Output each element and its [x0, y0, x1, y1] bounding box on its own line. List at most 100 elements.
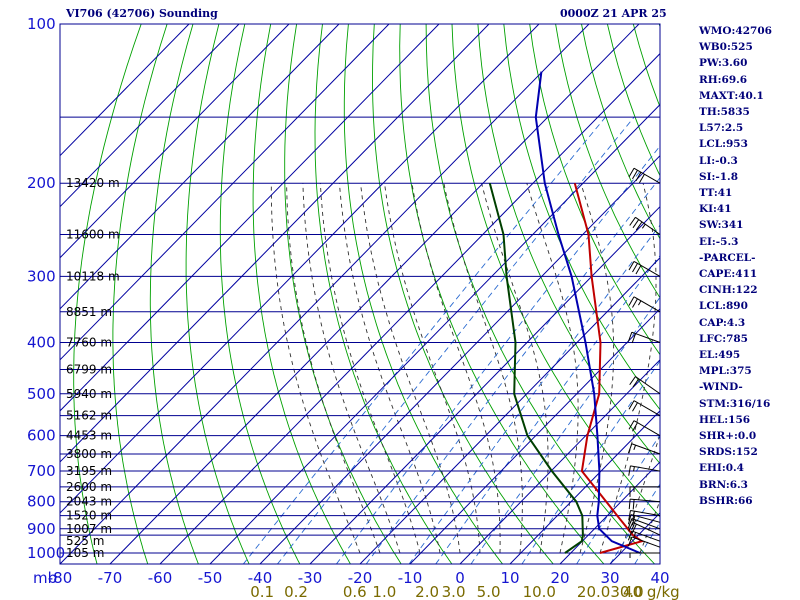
index-item: EI:-5.3 — [699, 235, 739, 248]
unit-label: mb — [33, 569, 57, 587]
stability-indices: WMO:42706 WB0:525 PW:3.60 RH:69.6 MAXT:40.1 T… — [699, 23, 772, 509]
index-item: SW:341 — [699, 219, 744, 232]
temperature-tick-label: -50 — [198, 569, 223, 587]
moist-adiabat-line — [319, 183, 421, 554]
temperature-tick-label: -10 — [398, 569, 423, 587]
wind-barb-flag — [632, 263, 638, 273]
wind-barb — [627, 443, 661, 455]
isotherm-line — [209, 103, 660, 564]
moist-adiabat-line — [384, 183, 481, 554]
wind-barb — [627, 518, 661, 530]
index-item: CINH:122 — [699, 284, 758, 297]
wind-barb-staff — [631, 518, 661, 530]
temperature-tick-label: -80 — [48, 569, 73, 587]
chart-title: VI706 (42706) Sounding — [66, 7, 218, 20]
mixing-ratio-label: 5.0 — [477, 583, 501, 600]
wind-barb-flag — [631, 523, 637, 534]
isotherm-line — [509, 410, 660, 564]
pressure-tick-label: 200 — [27, 174, 56, 192]
wind-barb-flag — [628, 522, 634, 532]
isotherm-line — [60, 24, 290, 259]
isotherm-line — [60, 24, 440, 412]
wind-barb-half-flag — [641, 223, 646, 229]
index-item: RH:69.6 — [699, 73, 748, 86]
temperature-tick-label: 20 — [550, 569, 569, 587]
wind-barb-flag — [629, 217, 636, 226]
wind-barb-flag — [632, 422, 638, 432]
wind-barb-flag — [627, 530, 633, 541]
wind-barb — [628, 498, 661, 510]
wind-barb-staff — [631, 331, 661, 343]
mixing-ratio-label: 0.1 — [250, 583, 274, 600]
moist-adiabat-line — [286, 183, 381, 554]
index-item: -PARCEL- — [699, 251, 756, 264]
wind-barb-flag — [635, 221, 643, 231]
wind-barb — [627, 331, 661, 344]
wind-barb-flag — [628, 499, 631, 510]
wind-barb-staff — [633, 420, 661, 437]
index-item: BRN:6.3 — [699, 478, 748, 491]
temperature-tick-label: 40 — [650, 569, 669, 587]
height-label: 4453 m — [66, 429, 112, 443]
wind-barb — [629, 486, 660, 497]
temperature-tick-label: 10 — [500, 569, 519, 587]
wind-barb — [628, 260, 661, 277]
index-item: LCL:890 — [699, 300, 748, 313]
height-label: 3195 m — [66, 464, 112, 478]
temperature-tick-label: -40 — [248, 569, 273, 587]
wind-barb-flag — [627, 514, 632, 525]
dry-adiabat-line — [112, 24, 168, 564]
wind-barb-flag — [635, 171, 642, 182]
moist-adiabat-line — [443, 183, 523, 554]
wind-barb — [628, 167, 661, 184]
height-label: 2043 m — [66, 495, 112, 509]
mixing-ratio-label: 20.0 — [577, 583, 610, 600]
pressure-tick-label: 700 — [27, 462, 56, 480]
wind-barb-staff — [635, 376, 661, 395]
index-item: KI:41 — [699, 203, 732, 216]
dry-adiabat-line — [555, 24, 660, 299]
dry-adiabat-line — [185, 24, 250, 564]
pressure-tick-label: 500 — [27, 385, 56, 403]
dry-adiabats — [73, 24, 660, 564]
isotherm-line — [60, 24, 390, 361]
wind-barb-flag — [631, 333, 637, 344]
wind-barb-flag — [638, 173, 645, 184]
wind-barb — [628, 400, 661, 417]
pressure-tick-label: 100 — [27, 15, 56, 33]
index-item: BSHR:66 — [699, 494, 753, 507]
isotherm-line — [60, 24, 490, 463]
dry-adiabat-line — [314, 24, 453, 564]
height-label: 11600 m — [66, 228, 120, 242]
wind-barb-staff — [635, 216, 661, 235]
wind-barb-flag — [628, 510, 631, 521]
wind-barb-staff — [630, 509, 661, 517]
pressure-tick-label: 600 — [27, 427, 56, 445]
index-item: MAXT:40.1 — [699, 89, 764, 102]
height-label: 5162 m — [66, 409, 112, 423]
wind-barb-flag — [632, 378, 640, 388]
wind-barb-staff — [630, 498, 661, 503]
mixing-ratio-label: 10.0 — [523, 583, 556, 600]
index-item: STM:316/16 — [699, 397, 771, 410]
temperature-tick-label: -30 — [298, 569, 323, 587]
isotherm-line — [459, 359, 660, 564]
wind-barb-staff — [633, 260, 661, 277]
parcel-trace — [534, 71, 641, 554]
wind-barb-half-flag — [633, 444, 637, 451]
mixing-ratio-line — [335, 145, 660, 564]
wind-barb-flag — [628, 296, 635, 306]
wind-barb-staff — [631, 443, 661, 455]
index-item: PW:3.60 — [699, 57, 748, 70]
mixing-ratio-label: 3.0 — [442, 583, 466, 600]
isotherm-line — [109, 24, 640, 564]
index-item: HEL:156 — [699, 413, 751, 426]
isotherm-line — [559, 461, 660, 564]
height-label: 1520 m — [66, 509, 112, 523]
wind-barb-staff — [631, 530, 661, 542]
index-item: LI:-0.3 — [699, 154, 738, 167]
wind-barb — [629, 376, 661, 395]
height-label: 7760 m — [66, 335, 112, 349]
wind-barb — [628, 521, 661, 536]
